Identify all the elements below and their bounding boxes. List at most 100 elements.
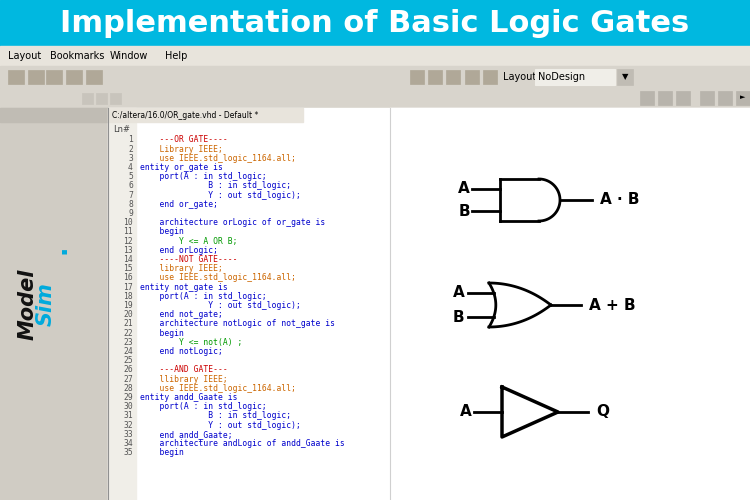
Bar [106, 108, 304, 123]
Text: begin: begin [140, 228, 184, 236]
Bar [96, 93, 107, 104]
Text: 17: 17 [123, 282, 133, 292]
Text: ---AND GATE---: ---AND GATE--- [140, 366, 228, 374]
Bar [66, 70, 82, 84]
Text: 12: 12 [123, 236, 133, 246]
Bar [718, 91, 732, 105]
Bar [110, 93, 121, 104]
Text: B : in std_logic;: B : in std_logic; [140, 182, 291, 190]
Bar [8, 70, 24, 84]
Text: architecture orLogic of or_gate is: architecture orLogic of or_gate is [140, 218, 326, 228]
Text: 10: 10 [123, 218, 133, 228]
Polygon shape [502, 387, 558, 437]
Text: 22: 22 [123, 328, 133, 338]
Text: C:/altera/16.0/OR_gate.vhd - Default *: C:/altera/16.0/OR_gate.vhd - Default * [112, 110, 258, 120]
Bar [0, 108, 108, 122]
Text: use IEEE.std_logic_1164.all;: use IEEE.std_logic_1164.all; [140, 384, 296, 393]
Text: 32: 32 [123, 420, 133, 430]
Text: library IEEE;: library IEEE; [140, 264, 223, 274]
Text: 8: 8 [128, 200, 133, 209]
Bar [483, 70, 497, 84]
Bar [465, 70, 479, 84]
Text: end notLogic;: end notLogic; [140, 347, 223, 356]
Bar [0, 108, 108, 500]
Text: 6: 6 [128, 182, 133, 190]
Text: 11: 11 [123, 228, 133, 236]
Text: A · B: A · B [600, 192, 640, 208]
Text: architecture andLogic of andd_Gaate is: architecture andLogic of andd_Gaate is [140, 439, 345, 448]
Text: A + B: A + B [589, 298, 635, 312]
Text: port(A : in std_logic;: port(A : in std_logic; [140, 402, 267, 411]
Text: 14: 14 [123, 255, 133, 264]
Text: Y <= A OR B;: Y <= A OR B; [140, 236, 238, 246]
Text: Window: Window [110, 51, 148, 61]
Text: Help: Help [165, 51, 188, 61]
Text: A: A [458, 181, 470, 196]
Text: 19: 19 [123, 301, 133, 310]
Text: ----NOT GATE----: ----NOT GATE---- [140, 255, 238, 264]
Bar [108, 108, 750, 500]
Text: entity andd_Gaate is: entity andd_Gaate is [140, 393, 238, 402]
Bar [108, 108, 303, 122]
Text: A: A [460, 404, 472, 419]
Bar [658, 91, 672, 105]
Text: use IEEE.std_logic_1164.all;: use IEEE.std_logic_1164.all; [140, 274, 296, 282]
Bar [82, 93, 93, 104]
Text: 2: 2 [128, 144, 133, 154]
Text: Library IEEE;: Library IEEE; [140, 144, 223, 154]
Text: 18: 18 [123, 292, 133, 301]
Text: begin: begin [140, 328, 184, 338]
Bar [46, 70, 62, 84]
Text: Model: Model [18, 268, 38, 340]
Text: ►: ► [740, 94, 746, 100]
Bar [676, 91, 690, 105]
Bar [0, 66, 750, 88]
Text: 25: 25 [123, 356, 133, 366]
Text: port(A : in std_logic;: port(A : in std_logic; [140, 172, 267, 182]
Bar [86, 70, 102, 84]
Text: end not_gate;: end not_gate; [140, 310, 223, 320]
Text: Sim: Sim [36, 282, 56, 326]
Text: 9: 9 [128, 209, 133, 218]
Bar [0, 0, 750, 46]
Text: 27: 27 [123, 374, 133, 384]
Text: 13: 13 [123, 246, 133, 255]
Text: 20: 20 [123, 310, 133, 320]
Text: Bookmarks: Bookmarks [50, 51, 104, 61]
Text: begin: begin [140, 448, 184, 458]
Text: ▼: ▼ [622, 72, 628, 82]
Bar [28, 70, 44, 84]
Text: 23: 23 [123, 338, 133, 347]
Text: 34: 34 [123, 439, 133, 448]
Bar [390, 108, 750, 500]
Text: Ln#: Ln# [113, 124, 130, 134]
Bar [410, 70, 424, 84]
Text: llibrary IEEE;: llibrary IEEE; [140, 374, 228, 384]
Text: Layout: Layout [8, 51, 41, 61]
Text: .: . [46, 244, 70, 254]
Text: end or_gate;: end or_gate; [140, 200, 218, 209]
Text: entity not_gate is: entity not_gate is [140, 282, 228, 292]
Text: 16: 16 [123, 274, 133, 282]
Text: B : in std_logic;: B : in std_logic; [140, 412, 291, 420]
Text: 24: 24 [123, 347, 133, 356]
Text: end andd_Gaate;: end andd_Gaate; [140, 430, 232, 439]
Text: 1: 1 [128, 136, 133, 144]
Text: Y <= not(A) ;: Y <= not(A) ; [140, 338, 242, 347]
Text: 7: 7 [128, 190, 133, 200]
Bar [617, 69, 633, 85]
Text: Y : out std_logic);: Y : out std_logic); [140, 190, 301, 200]
Bar [535, 69, 615, 85]
Text: 3: 3 [128, 154, 133, 163]
Text: 30: 30 [123, 402, 133, 411]
Bar [446, 70, 460, 84]
Text: ---OR GATE----: ---OR GATE---- [140, 136, 228, 144]
Text: Layout: Layout [503, 72, 536, 82]
Text: 35: 35 [123, 448, 133, 458]
Text: B: B [453, 310, 464, 325]
Bar [428, 70, 442, 84]
Bar [0, 88, 750, 108]
Text: 4: 4 [128, 163, 133, 172]
Text: B: B [458, 204, 470, 219]
Text: 28: 28 [123, 384, 133, 393]
